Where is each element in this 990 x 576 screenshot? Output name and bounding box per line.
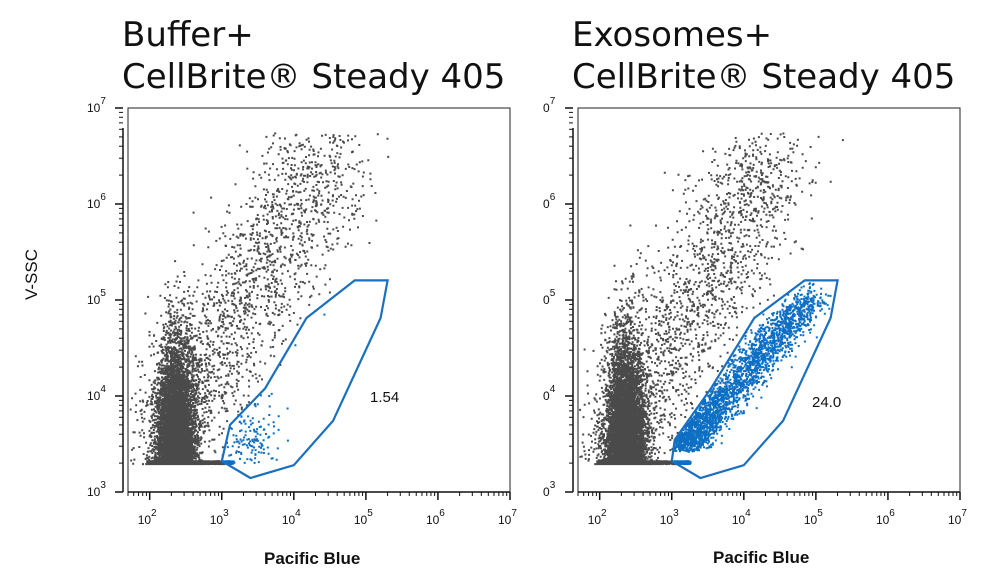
y-tick-4: 107 (87, 96, 123, 115)
panel-1-gate-value: 1.54 (370, 389, 399, 406)
panel-2-title-line-1: Exosomes+ (572, 15, 773, 55)
x-tick-1: 103 (660, 492, 679, 527)
x-tick-0: 102 (138, 492, 157, 527)
x-tick-3: 105 (804, 492, 823, 527)
y-tick-label: 05 (543, 288, 556, 307)
panel-1-title-line-1: Buffer+ (122, 15, 254, 55)
x-tick-4: 106 (426, 492, 445, 527)
panel-2-title: Exosomes+ CellBrite® Steady 405 (572, 14, 955, 98)
panel-1-title: Buffer+ CellBrite® Steady 405 (122, 14, 505, 98)
panel-1-plot: 102 103 104 105 106 107 103 104 105 106 107 1.54 (87, 96, 517, 527)
x-tick-1: 103 (210, 492, 229, 527)
panel-2-gate[interactable] (670, 279, 839, 480)
y-tick-1: 104 (87, 384, 123, 403)
y-tick-label: 103 (87, 480, 106, 499)
panel-2-plot: 102 103 104 105 106 107 03 04 05 06 07 24.0 (543, 96, 967, 527)
x-tick-0: 102 (588, 492, 607, 527)
panel-2-events (579, 132, 844, 466)
x-tick-2: 104 (732, 492, 751, 527)
y-tick-2: 05 (543, 288, 573, 307)
x-tick-label: 102 (138, 508, 157, 527)
x-tick-label: 104 (732, 508, 751, 527)
y-tick-label: 105 (87, 288, 106, 307)
y-tick-label: 06 (543, 192, 556, 211)
y-tick-0: 103 (87, 480, 123, 499)
panel-1-gate[interactable] (220, 279, 389, 480)
x-tick-5: 107 (498, 492, 517, 527)
x-tick-3: 105 (354, 492, 373, 527)
x-tick-label: 103 (210, 508, 229, 527)
x-tick-5: 107 (948, 492, 967, 527)
x-tick-label: 105 (804, 508, 823, 527)
y-tick-label: 03 (543, 480, 556, 499)
y-tick-1: 04 (543, 384, 573, 403)
minor-ticks (569, 111, 958, 496)
y-tick-2: 105 (87, 288, 123, 307)
panel-2-x-axis-label: Pacific Blue (713, 548, 810, 567)
x-tick-label: 104 (282, 508, 301, 527)
panel-1-title-line-2: CellBrite® Steady 405 (122, 57, 506, 97)
panel-1-x-axis-label: Pacific Blue (264, 549, 361, 568)
x-tick-2: 104 (282, 492, 301, 527)
y-tick-label: 104 (87, 384, 106, 403)
x-tick-label: 106 (426, 508, 445, 527)
x-tick-label: 103 (660, 508, 679, 527)
ungated-events (129, 132, 390, 466)
y-tick-3: 06 (543, 192, 573, 211)
x-tick-4: 106 (876, 492, 895, 527)
y-tick-label: 07 (543, 96, 556, 115)
panel-1-events (129, 132, 390, 466)
minor-ticks (119, 111, 508, 496)
panel-2-title-line-2: CellBrite® Steady 405 (572, 57, 956, 97)
y-tick-4: 07 (543, 96, 573, 115)
y-tick-label: 106 (87, 192, 106, 211)
x-tick-label: 107 (498, 508, 517, 527)
x-tick-label: 106 (876, 508, 895, 527)
panel-2-gate-value: 24.0 (812, 394, 841, 411)
gated-events (672, 282, 832, 466)
ungated-events (579, 132, 844, 466)
x-tick-label: 107 (948, 508, 967, 527)
y-tick-label: 107 (87, 96, 106, 115)
y-tick-3: 106 (87, 192, 123, 211)
x-tick-label: 102 (588, 508, 607, 527)
x-tick-label: 105 (354, 508, 373, 527)
y-tick-label: 04 (543, 384, 556, 403)
y-tick-0: 03 (543, 480, 573, 499)
